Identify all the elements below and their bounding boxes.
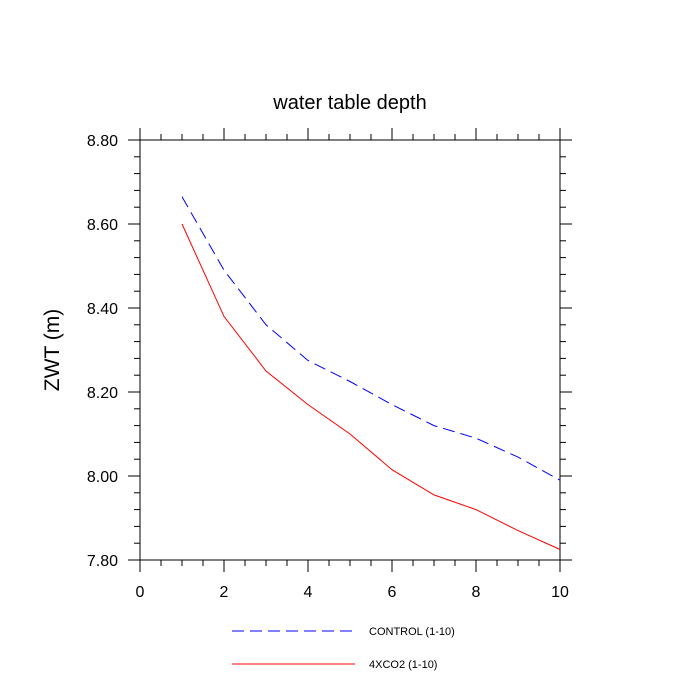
y-tick-label: 7.80 (87, 553, 118, 570)
y-tick-label: 8.20 (87, 385, 118, 402)
x-tick-label: 4 (304, 584, 313, 601)
legend-label-1: 4XCO2 (1-10) (369, 659, 437, 671)
y-tick-label: 8.60 (87, 217, 118, 234)
series-line-0 (181, 196, 561, 481)
x-tick-label: 8 (472, 584, 481, 601)
x-tick-label: 10 (551, 584, 569, 601)
chart-title: water table depth (272, 92, 426, 114)
x-tick-label: 0 (136, 584, 145, 601)
y-tick-label: 8.00 (87, 469, 118, 486)
series-line-1 (181, 223, 561, 550)
legend: CONTROL (1-10) 4XCO2 (1-10) (232, 626, 455, 671)
legend-label-0: CONTROL (1-10) (369, 626, 455, 638)
x-tick-label: 6 (388, 584, 397, 601)
plot-frame (139, 139, 561, 561)
x-tick-label: 2 (220, 584, 229, 601)
y-tick-label: 8.40 (87, 301, 118, 318)
axis-tick-labels: 0 2 4 6 8 10 7.80 8.00 8.20 8.40 8.60 8.80 (87, 133, 569, 601)
y-tick-label: 8.80 (87, 133, 118, 150)
y-axis-label: ZWT (m) (41, 309, 64, 391)
axis-ticks (128, 128, 572, 572)
series-lines (181, 196, 561, 550)
